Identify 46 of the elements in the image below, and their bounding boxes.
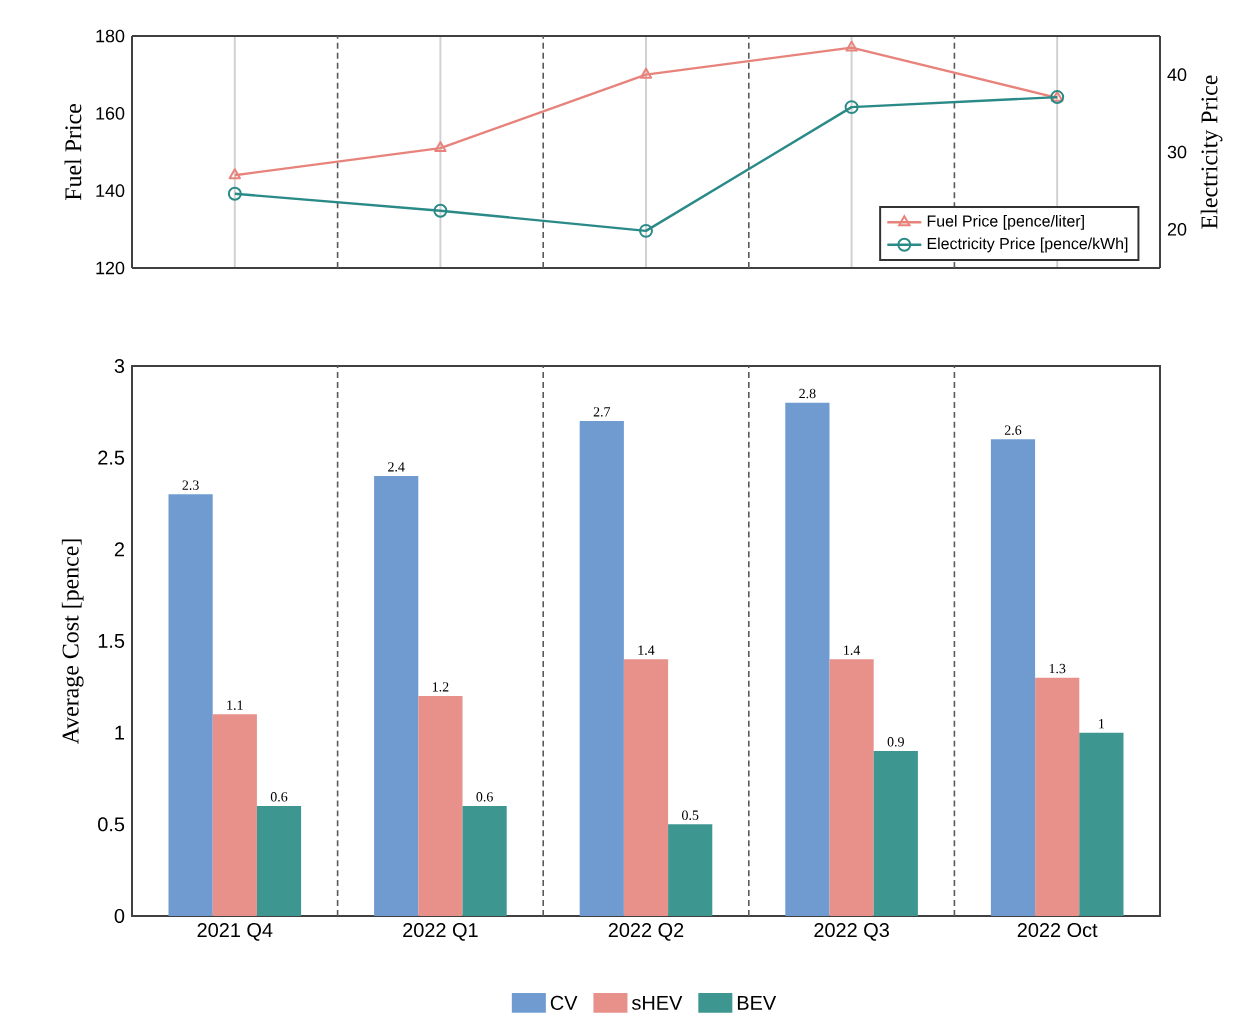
x-tick-label: 2022 Oct <box>1017 922 1098 937</box>
bar <box>1079 732 1124 916</box>
y-tick-label: 2 <box>114 542 124 556</box>
y2-axis-title: Electricity Price <box>1200 75 1223 229</box>
bar <box>1035 677 1080 916</box>
legend-label: CV <box>550 995 578 1010</box>
y-axis-title: Average Cost [pence] <box>61 539 84 744</box>
legend-label: BEV <box>737 995 777 1010</box>
y-tick-label: 1 <box>115 725 125 740</box>
bar <box>623 658 669 916</box>
legend-label: sHEV <box>632 995 683 1010</box>
bar <box>212 713 257 916</box>
y-tick-label: 160 <box>96 106 125 120</box>
y-tick-label: 0.5 <box>98 816 125 832</box>
bar <box>785 402 830 916</box>
x-tick-label: 2022 Q3 <box>814 922 889 941</box>
y2-tick-label: 40 <box>1167 67 1187 81</box>
bar <box>418 695 463 916</box>
y-tick-label: 1.5 <box>98 633 125 648</box>
bar <box>256 805 302 916</box>
x-tick-label: 2022 Q2 <box>608 922 684 941</box>
bar <box>168 493 213 916</box>
point <box>844 99 859 114</box>
y-tick-label: 120 <box>96 261 125 274</box>
y-tick-label: 3 <box>114 358 125 373</box>
x-tick-label: 2021 Q4 <box>197 922 273 941</box>
y-tick-label: 2.5 <box>98 450 125 465</box>
point <box>434 140 447 152</box>
y2-tick-label: 30 <box>1167 145 1187 158</box>
point <box>845 40 858 52</box>
y2-tick-label: 20 <box>1167 222 1187 236</box>
bar <box>462 805 507 916</box>
y-tick-label: 140 <box>96 183 125 197</box>
bar <box>374 475 419 916</box>
bar <box>579 420 624 916</box>
bar <box>829 658 874 916</box>
y-tick-label: 180 <box>96 29 125 43</box>
point <box>639 67 653 79</box>
point <box>433 203 448 218</box>
y-tick-label: 0 <box>114 908 125 923</box>
y-axis-title: Fuel Price <box>64 103 82 200</box>
x-tick-label: 2022 Q1 <box>403 922 478 941</box>
bar <box>873 750 918 916</box>
point <box>639 223 653 238</box>
bar <box>990 438 1036 916</box>
bar <box>668 823 713 916</box>
